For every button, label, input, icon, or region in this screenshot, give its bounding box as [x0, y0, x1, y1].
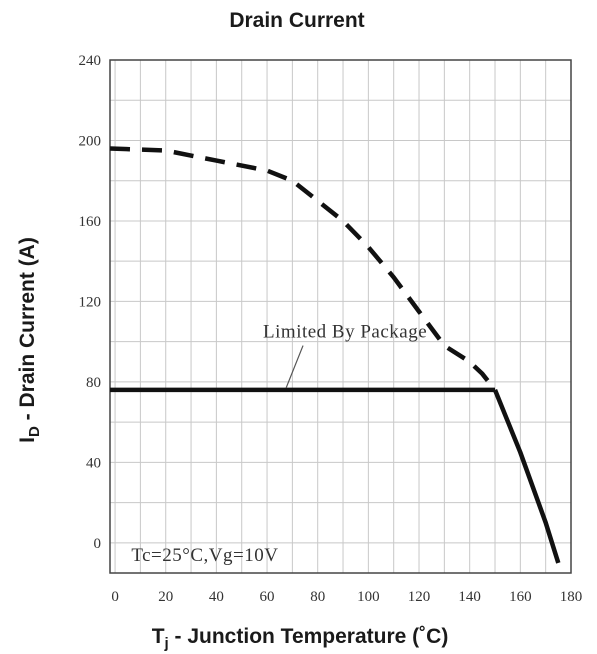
annotation-conditions: Tc=25°C,Vg=10V [131, 545, 278, 566]
series-lines [109, 146, 561, 564]
grid-lines [110, 60, 571, 573]
y-axis-title-subscript: D [26, 426, 43, 437]
x-tick-label: 160 [509, 589, 532, 605]
x-tick-label: 60 [260, 589, 275, 605]
x-axis-title: Tj - Junction Temperature (˚C) [152, 625, 449, 652]
series-line-dashed [109, 146, 497, 392]
x-tick-label: 80 [310, 589, 325, 605]
plot-frame [109, 59, 572, 574]
y-tick-label: 40 [86, 455, 101, 471]
x-tick-label: 20 [158, 589, 173, 605]
annotations: Limited By Package Tc=25°C,Vg=10V [131, 322, 427, 566]
x-axis-title-subscript: j [164, 635, 169, 652]
y-axis-title-main: I [16, 437, 39, 443]
y-tick-labels: 0 40 80 120 160 200 240 [79, 53, 102, 552]
y-tick-label: 240 [79, 53, 102, 69]
y-tick-label: 120 [79, 294, 102, 310]
x-tick-label: 100 [357, 589, 380, 605]
x-tick-label: 140 [458, 589, 481, 605]
y-tick-label: 160 [79, 214, 102, 230]
x-tick-labels: 0 20 40 60 80 100 120 140 160 180 [111, 589, 582, 605]
series-line-solid [492, 389, 561, 564]
y-tick-label: 200 [79, 133, 102, 149]
x-tick-label: 120 [408, 589, 431, 605]
y-axis-title-rest: - Drain Current (A) [16, 237, 39, 426]
x-tick-label: 40 [209, 589, 224, 605]
chart-title: Drain Current [229, 9, 364, 32]
x-axis-title-rest: - Junction Temperature (˚C) [169, 625, 449, 648]
y-tick-label: 0 [94, 536, 102, 552]
x-tick-label: 0 [111, 589, 119, 605]
x-axis-title-main: T [152, 625, 165, 648]
x-tick-label: 180 [560, 589, 583, 605]
y-axis-title: ID - Drain Current (A) [16, 237, 43, 443]
annotation-limited-by-package: Limited By Package [263, 322, 427, 343]
y-tick-label: 80 [86, 375, 101, 391]
annotation-pointer-line [285, 345, 304, 389]
